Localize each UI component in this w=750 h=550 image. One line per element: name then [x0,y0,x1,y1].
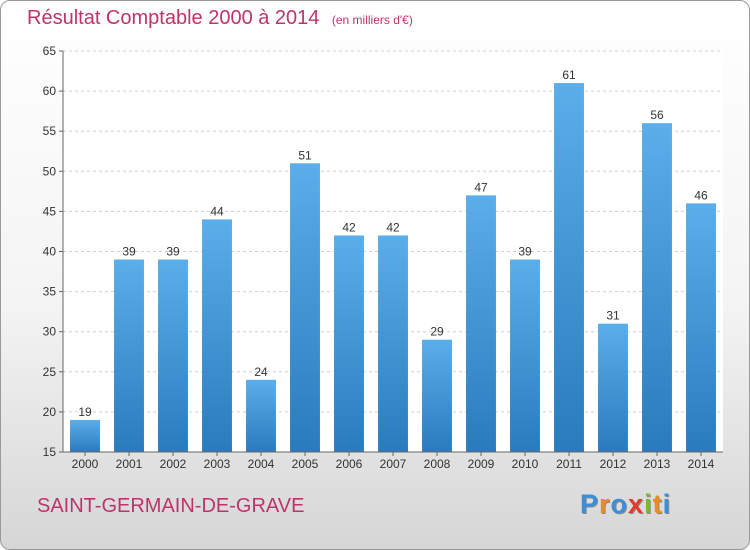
chart-subtitle: (en milliers d'€) [331,13,413,27]
labels: 15 20 25 30 35 40 45 50 55 60 65 19 2000 39 2001 39 2002… [43,44,715,471]
bar-2013 [642,123,672,453]
bar-2001 [114,259,144,452]
bar-2014 [686,203,716,452]
bar-2007 [378,235,408,452]
y-tick-label: 20 [43,405,57,419]
value-label: 42 [342,220,356,234]
bar-2000 [70,419,100,452]
x-tick-label: 2002 [160,457,187,471]
bar-2012 [598,323,628,452]
value-label: 46 [694,188,708,202]
y-tick-label: 15 [43,445,57,459]
value-label: 44 [210,204,224,218]
bar-2003 [202,219,232,452]
bar-2005 [290,163,320,452]
y-tick-label: 60 [43,84,57,98]
value-label: 31 [606,309,620,323]
commune-name: SAINT-GERMAIN-DE-GRAVE [37,495,305,517]
value-label: 51 [298,148,312,162]
bar-2011 [554,83,584,452]
proxiti-logo: Proxiti [580,489,671,520]
value-label: 39 [518,245,532,259]
logo-letter: r [599,489,611,519]
y-tick-label: 65 [43,44,57,58]
x-tick-label: 2010 [512,457,539,471]
y-tick-label: 55 [43,124,57,138]
x-tick-label: 2013 [644,457,671,471]
value-label: 29 [430,325,444,339]
y-tick-label: 25 [43,365,57,379]
x-tick-label: 2012 [600,457,627,471]
y-tick-label: 50 [43,164,57,178]
x-tick-label: 2007 [380,457,407,471]
title-row: Résultat Comptable 2000 à 2014 (en milli… [27,7,413,35]
logo-letter: o [610,489,629,519]
logo-letter: i [644,489,653,519]
bar-2004 [246,379,276,452]
y-tick-label: 45 [43,204,57,218]
y-tick-label: 30 [43,325,57,339]
x-tick-label: 2009 [468,457,495,471]
logo-letter: i [662,489,672,519]
x-tick-label: 2006 [336,457,363,471]
value-label: 47 [474,180,488,194]
x-tick-label: 2014 [688,457,715,471]
value-label: 61 [562,68,576,82]
bar-2009 [466,195,496,453]
bar-2006 [334,235,364,452]
chart-title: Résultat Comptable 2000 à 2014 [27,7,320,29]
y-tick-label: 35 [43,285,57,299]
bars [70,83,716,453]
logo-letter: P [580,489,600,519]
bar-2002 [158,259,188,452]
value-label: 24 [254,365,268,379]
logo-letter: t [652,489,663,519]
logo-letter: x [628,489,645,519]
y-tick-label: 40 [43,245,57,259]
x-tick-label: 2008 [424,457,451,471]
value-label: 56 [650,108,664,122]
x-tick-label: 2003 [204,457,231,471]
axes [59,50,723,456]
value-label: 42 [386,220,400,234]
x-tick-label: 2005 [292,457,319,471]
value-label: 39 [166,245,180,259]
value-label: 39 [122,245,136,259]
x-tick-label: 2000 [72,457,99,471]
x-tick-label: 2011 [556,457,582,471]
bar-2010 [510,259,540,452]
x-tick-label: 2004 [248,457,275,471]
value-label: 19 [78,405,92,419]
bar-2008 [422,339,452,452]
x-tick-label: 2001 [116,457,143,471]
